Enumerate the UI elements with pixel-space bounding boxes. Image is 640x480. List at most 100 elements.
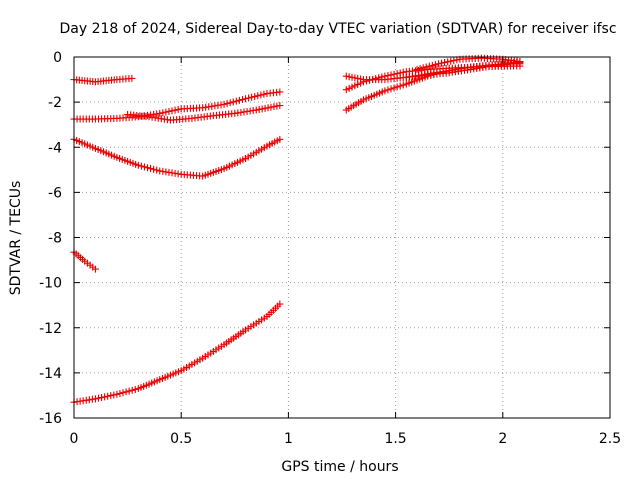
data-point xyxy=(116,390,124,398)
data-series xyxy=(70,248,99,273)
data-point xyxy=(413,65,421,73)
data-point xyxy=(516,58,524,66)
data-point xyxy=(255,105,263,113)
data-point xyxy=(156,109,164,117)
data-point xyxy=(128,386,136,394)
data-point xyxy=(137,162,145,170)
data-point xyxy=(150,165,158,173)
data-point xyxy=(147,165,155,173)
data-point xyxy=(174,106,182,114)
data-point xyxy=(223,100,231,108)
data-point xyxy=(276,300,284,308)
data-point xyxy=(258,105,266,113)
y-tick-label: -6 xyxy=(48,185,62,201)
y-tick-label: -2 xyxy=(48,95,62,111)
data-point xyxy=(276,88,284,96)
data-point xyxy=(270,103,278,111)
data-point xyxy=(248,93,256,101)
data-point xyxy=(226,99,234,107)
data-point xyxy=(260,90,268,98)
y-tick-label: -10 xyxy=(39,276,62,292)
data-point xyxy=(393,83,401,91)
data-point xyxy=(153,166,161,174)
grid xyxy=(74,57,610,418)
data-point xyxy=(450,57,458,65)
data-point xyxy=(159,109,167,117)
x-tick-label: 2.5 xyxy=(599,431,621,447)
data-point xyxy=(101,393,109,401)
data-point xyxy=(416,65,424,73)
data-point xyxy=(95,394,103,402)
chart-title: Day 218 of 2024, Sidereal Day-to-day VTE… xyxy=(59,21,616,37)
data-point xyxy=(125,387,133,395)
data-point xyxy=(134,161,142,169)
x-tick-label: 0.5 xyxy=(170,431,192,447)
data-point xyxy=(264,104,272,112)
x-tick-label: 2 xyxy=(498,431,507,447)
data-point xyxy=(242,95,250,103)
data-point xyxy=(252,106,260,114)
data-point xyxy=(131,385,139,393)
data-series xyxy=(70,135,284,180)
data-point xyxy=(422,63,430,71)
data-point xyxy=(428,61,436,69)
data-point xyxy=(251,93,259,101)
data-point xyxy=(419,64,427,72)
data-point xyxy=(91,265,99,273)
data-point xyxy=(276,135,284,143)
y-axis-label: SDTVAR / TECUs xyxy=(8,181,24,296)
data-point xyxy=(438,59,446,67)
data-point xyxy=(384,86,392,94)
data-series xyxy=(342,60,524,114)
data-point xyxy=(390,84,398,92)
axis-ticks: 0 0.5 1 1.5 2 2.5 0 -2 -4 -6 -8 -10 -12 -14 -16 xyxy=(39,50,621,447)
y-tick-label: 0 xyxy=(53,50,62,66)
data-point xyxy=(444,58,452,66)
x-axis-label: GPS time / hours xyxy=(281,459,398,475)
data-point xyxy=(267,103,275,111)
x-tick-label: 1 xyxy=(284,431,293,447)
data-point xyxy=(238,96,246,104)
data-point xyxy=(431,61,439,69)
data-point xyxy=(254,92,262,100)
data-point xyxy=(276,102,284,110)
data-points xyxy=(70,54,524,406)
data-point xyxy=(257,91,265,99)
data-series xyxy=(70,74,136,86)
x-tick-label: 1.5 xyxy=(384,431,406,447)
data-point xyxy=(144,164,152,172)
y-tick-label: -8 xyxy=(48,231,62,247)
data-point xyxy=(425,62,433,70)
data-point xyxy=(220,100,228,108)
data-point xyxy=(441,58,449,66)
data-point xyxy=(165,107,173,115)
data-point xyxy=(245,94,253,102)
data-point xyxy=(229,98,237,106)
data-point xyxy=(434,60,442,68)
data-point xyxy=(235,96,243,104)
data-point xyxy=(107,392,115,400)
data-point xyxy=(128,74,136,82)
data-point xyxy=(453,56,461,64)
data-point xyxy=(273,102,281,110)
data-series xyxy=(402,59,524,81)
data-point xyxy=(168,107,176,115)
data-point xyxy=(113,390,121,398)
data-point xyxy=(140,163,148,171)
data-point xyxy=(399,81,407,89)
y-tick-label: -16 xyxy=(39,411,62,427)
data-point xyxy=(447,57,455,65)
data-point xyxy=(119,389,127,397)
x-tick-label: 0 xyxy=(70,431,79,447)
data-point xyxy=(104,392,112,400)
data-point xyxy=(162,108,170,116)
data-point xyxy=(98,394,106,402)
y-tick-label: -4 xyxy=(48,140,62,156)
data-point xyxy=(396,82,404,90)
data-point xyxy=(171,106,179,114)
data-point xyxy=(387,85,395,93)
data-point xyxy=(232,97,240,105)
y-tick-label: -12 xyxy=(39,321,62,337)
data-series xyxy=(70,300,284,406)
